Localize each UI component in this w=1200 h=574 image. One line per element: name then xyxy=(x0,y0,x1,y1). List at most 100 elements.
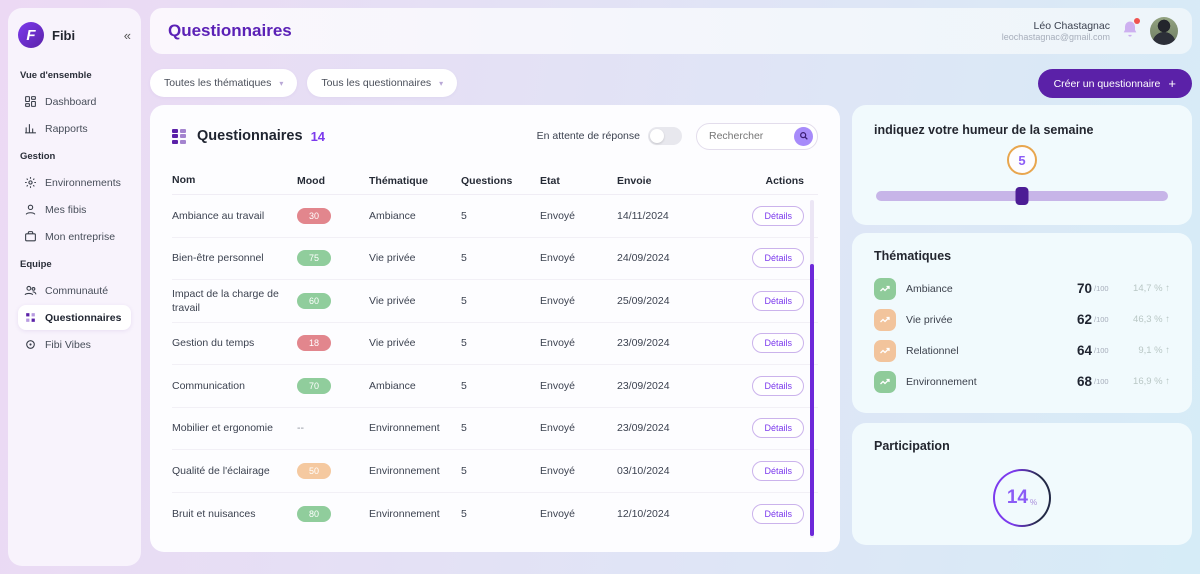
bell-icon xyxy=(1123,21,1137,36)
table-scrollbar-thumb[interactable] xyxy=(810,264,814,536)
questionnaires-grid-icon xyxy=(172,128,187,144)
table-row: Mobilier et ergonomie -- Environnement 5… xyxy=(172,408,818,450)
envoie-cell: 24/09/2024 xyxy=(617,252,670,265)
thematique-cell: Environnement xyxy=(369,464,440,477)
details-button[interactable]: Détails xyxy=(752,460,804,481)
create-questionnaire-button[interactable]: Créer un questionnaire + xyxy=(1037,69,1192,98)
questions-cell: 5 xyxy=(461,422,467,435)
thematique-item: Vie privée 62 /100 46,3 % ↑ xyxy=(874,304,1170,335)
details-button[interactable]: Détails xyxy=(752,248,804,269)
card-title: Questionnaires xyxy=(197,128,303,144)
user-email: leochastagnac@gmail.com xyxy=(1001,32,1110,42)
etat-cell: Envoyé xyxy=(540,337,576,350)
envoie-cell: 23/09/2024 xyxy=(617,379,670,392)
mood-badge: 50 xyxy=(297,462,331,479)
questions-cell: 5 xyxy=(461,379,467,392)
search-button[interactable] xyxy=(794,126,813,146)
search-input[interactable] xyxy=(709,130,787,142)
mood-card-title: indiquez votre humeur de la semaine xyxy=(874,123,1094,137)
sidebar-item-label: Dashboard xyxy=(45,95,97,108)
thematique-change: 9,1 % ↑ xyxy=(1138,345,1170,356)
thematique-cell: Vie privée xyxy=(369,294,416,307)
gear-icon xyxy=(25,177,36,188)
mood-badge: 18 xyxy=(297,335,331,352)
thematique-cell: Vie privée xyxy=(369,252,416,265)
participation-unit: % xyxy=(1030,497,1038,507)
table-row: Bruit et nuisances 80 Environnement 5 En… xyxy=(172,493,818,536)
grid-icon xyxy=(26,313,35,322)
thematique-change: 46,3 % ↑ xyxy=(1133,314,1170,325)
col-header-mood: Mood xyxy=(297,174,325,187)
questionnaire-name: Ambiance au travail xyxy=(172,209,265,222)
sidebar-item-communaute[interactable]: Communauté xyxy=(18,278,131,303)
thematique-label: Relationnel xyxy=(906,344,959,357)
thematique-max: /100 xyxy=(1094,346,1109,355)
sidebar-item-dashboard[interactable]: Dashboard xyxy=(18,89,131,114)
thematique-max: /100 xyxy=(1094,377,1109,386)
details-button[interactable]: Détails xyxy=(752,290,804,311)
mood-value-bubble: 5 xyxy=(1007,145,1037,175)
sidebar-section-overview: Vue d'ensemble xyxy=(20,70,92,81)
thematique-cell: Environnement xyxy=(369,422,440,435)
thematique-item: Relationnel 64 /100 9,1 % ↑ xyxy=(874,335,1170,366)
questionnaire-name: Qualité de l'éclairage xyxy=(172,464,270,477)
mood-badge: 30 xyxy=(297,207,331,224)
sidebar-item-fibi-vibes[interactable]: Fibi Vibes xyxy=(18,332,131,357)
table-row: Communication 70 Ambiance 5 Envoyé 23/09… xyxy=(172,365,818,408)
pending-response-toggle[interactable] xyxy=(648,127,682,145)
trend-up-icon xyxy=(874,277,896,300)
search-icon xyxy=(799,132,808,140)
envoie-cell: 03/10/2024 xyxy=(617,464,670,477)
sidebar-section-equipe: Equipe xyxy=(20,259,52,270)
sidebar-item-questionnaires[interactable]: Questionnaires xyxy=(18,305,131,330)
details-button[interactable]: Détails xyxy=(752,503,804,524)
questionnaire-name: Impact de la charge de travail xyxy=(172,287,279,314)
questionnaires-filter-label: Tous les questionnaires xyxy=(321,77,432,89)
thematics-filter-dropdown[interactable]: Toutes les thématiques ▾ xyxy=(150,69,298,97)
mood-slider-thumb[interactable] xyxy=(1015,187,1029,205)
sidebar-item-rapports[interactable]: Rapports xyxy=(18,116,131,141)
thematique-score: 68 xyxy=(1076,374,1092,389)
thematique-cell: Ambiance xyxy=(369,209,416,222)
sidebar-collapse-icon[interactable]: « xyxy=(123,27,131,43)
trend-up-icon xyxy=(874,308,896,331)
details-button[interactable]: Détails xyxy=(752,333,804,354)
notification-dot xyxy=(1134,17,1140,24)
col-header-etat: Etat xyxy=(540,174,560,187)
etat-cell: Envoyé xyxy=(540,507,576,520)
questionnaires-filter-dropdown[interactable]: Tous les questionnaires ▾ xyxy=(307,69,458,97)
sidebar-section-gestion: Gestion xyxy=(20,151,56,162)
users-icon xyxy=(24,285,37,296)
col-header-actions: Actions xyxy=(765,174,804,187)
avatar[interactable] xyxy=(1150,17,1178,45)
sidebar: F Fibi « Vue d'ensemble Dashboard Rappor… xyxy=(8,8,141,566)
sidebar-item-label: Mon entreprise xyxy=(45,230,116,243)
app-name: Fibi xyxy=(52,27,76,43)
envoie-cell: 25/09/2024 xyxy=(617,294,670,307)
sidebar-item-label: Questionnaires xyxy=(45,311,122,324)
details-button[interactable]: Détails xyxy=(752,418,804,439)
sidebar-item-mes-fibis[interactable]: Mes fibis xyxy=(18,197,131,222)
mood-badge: 80 xyxy=(297,505,331,522)
thematique-item: Environnement 68 /100 16,9 % ↑ xyxy=(874,366,1170,397)
sidebar-item-mon-entreprise[interactable]: Mon entreprise xyxy=(18,224,131,249)
mood-slider[interactable] xyxy=(876,187,1168,205)
notifications-button[interactable] xyxy=(1120,17,1140,44)
sidebar-item-label: Environnements xyxy=(45,176,121,189)
sidebar-item-environnements[interactable]: Environnements xyxy=(18,170,131,195)
thematique-cell: Environnement xyxy=(369,507,440,520)
user-icon xyxy=(25,204,36,215)
toggle-knob xyxy=(650,129,664,143)
questionnaire-name: Bruit et nuisances xyxy=(172,507,256,520)
sidebar-item-label: Communauté xyxy=(45,284,109,297)
etat-cell: Envoyé xyxy=(540,379,576,392)
participation-value: 14 xyxy=(1006,487,1028,508)
thematique-item: Ambiance 70 /100 14,7 % ↑ xyxy=(874,273,1170,304)
top-header: Questionnaires Léo Chastagnac leochastag… xyxy=(150,8,1192,54)
questionnaires-count: 14 xyxy=(310,128,326,144)
fibi-logo: F xyxy=(18,22,44,48)
etat-cell: Envoyé xyxy=(540,422,576,435)
details-button[interactable]: Détails xyxy=(752,375,804,396)
details-button[interactable]: Détails xyxy=(752,205,804,226)
pending-toggle-label: En attente de réponse xyxy=(536,130,640,142)
